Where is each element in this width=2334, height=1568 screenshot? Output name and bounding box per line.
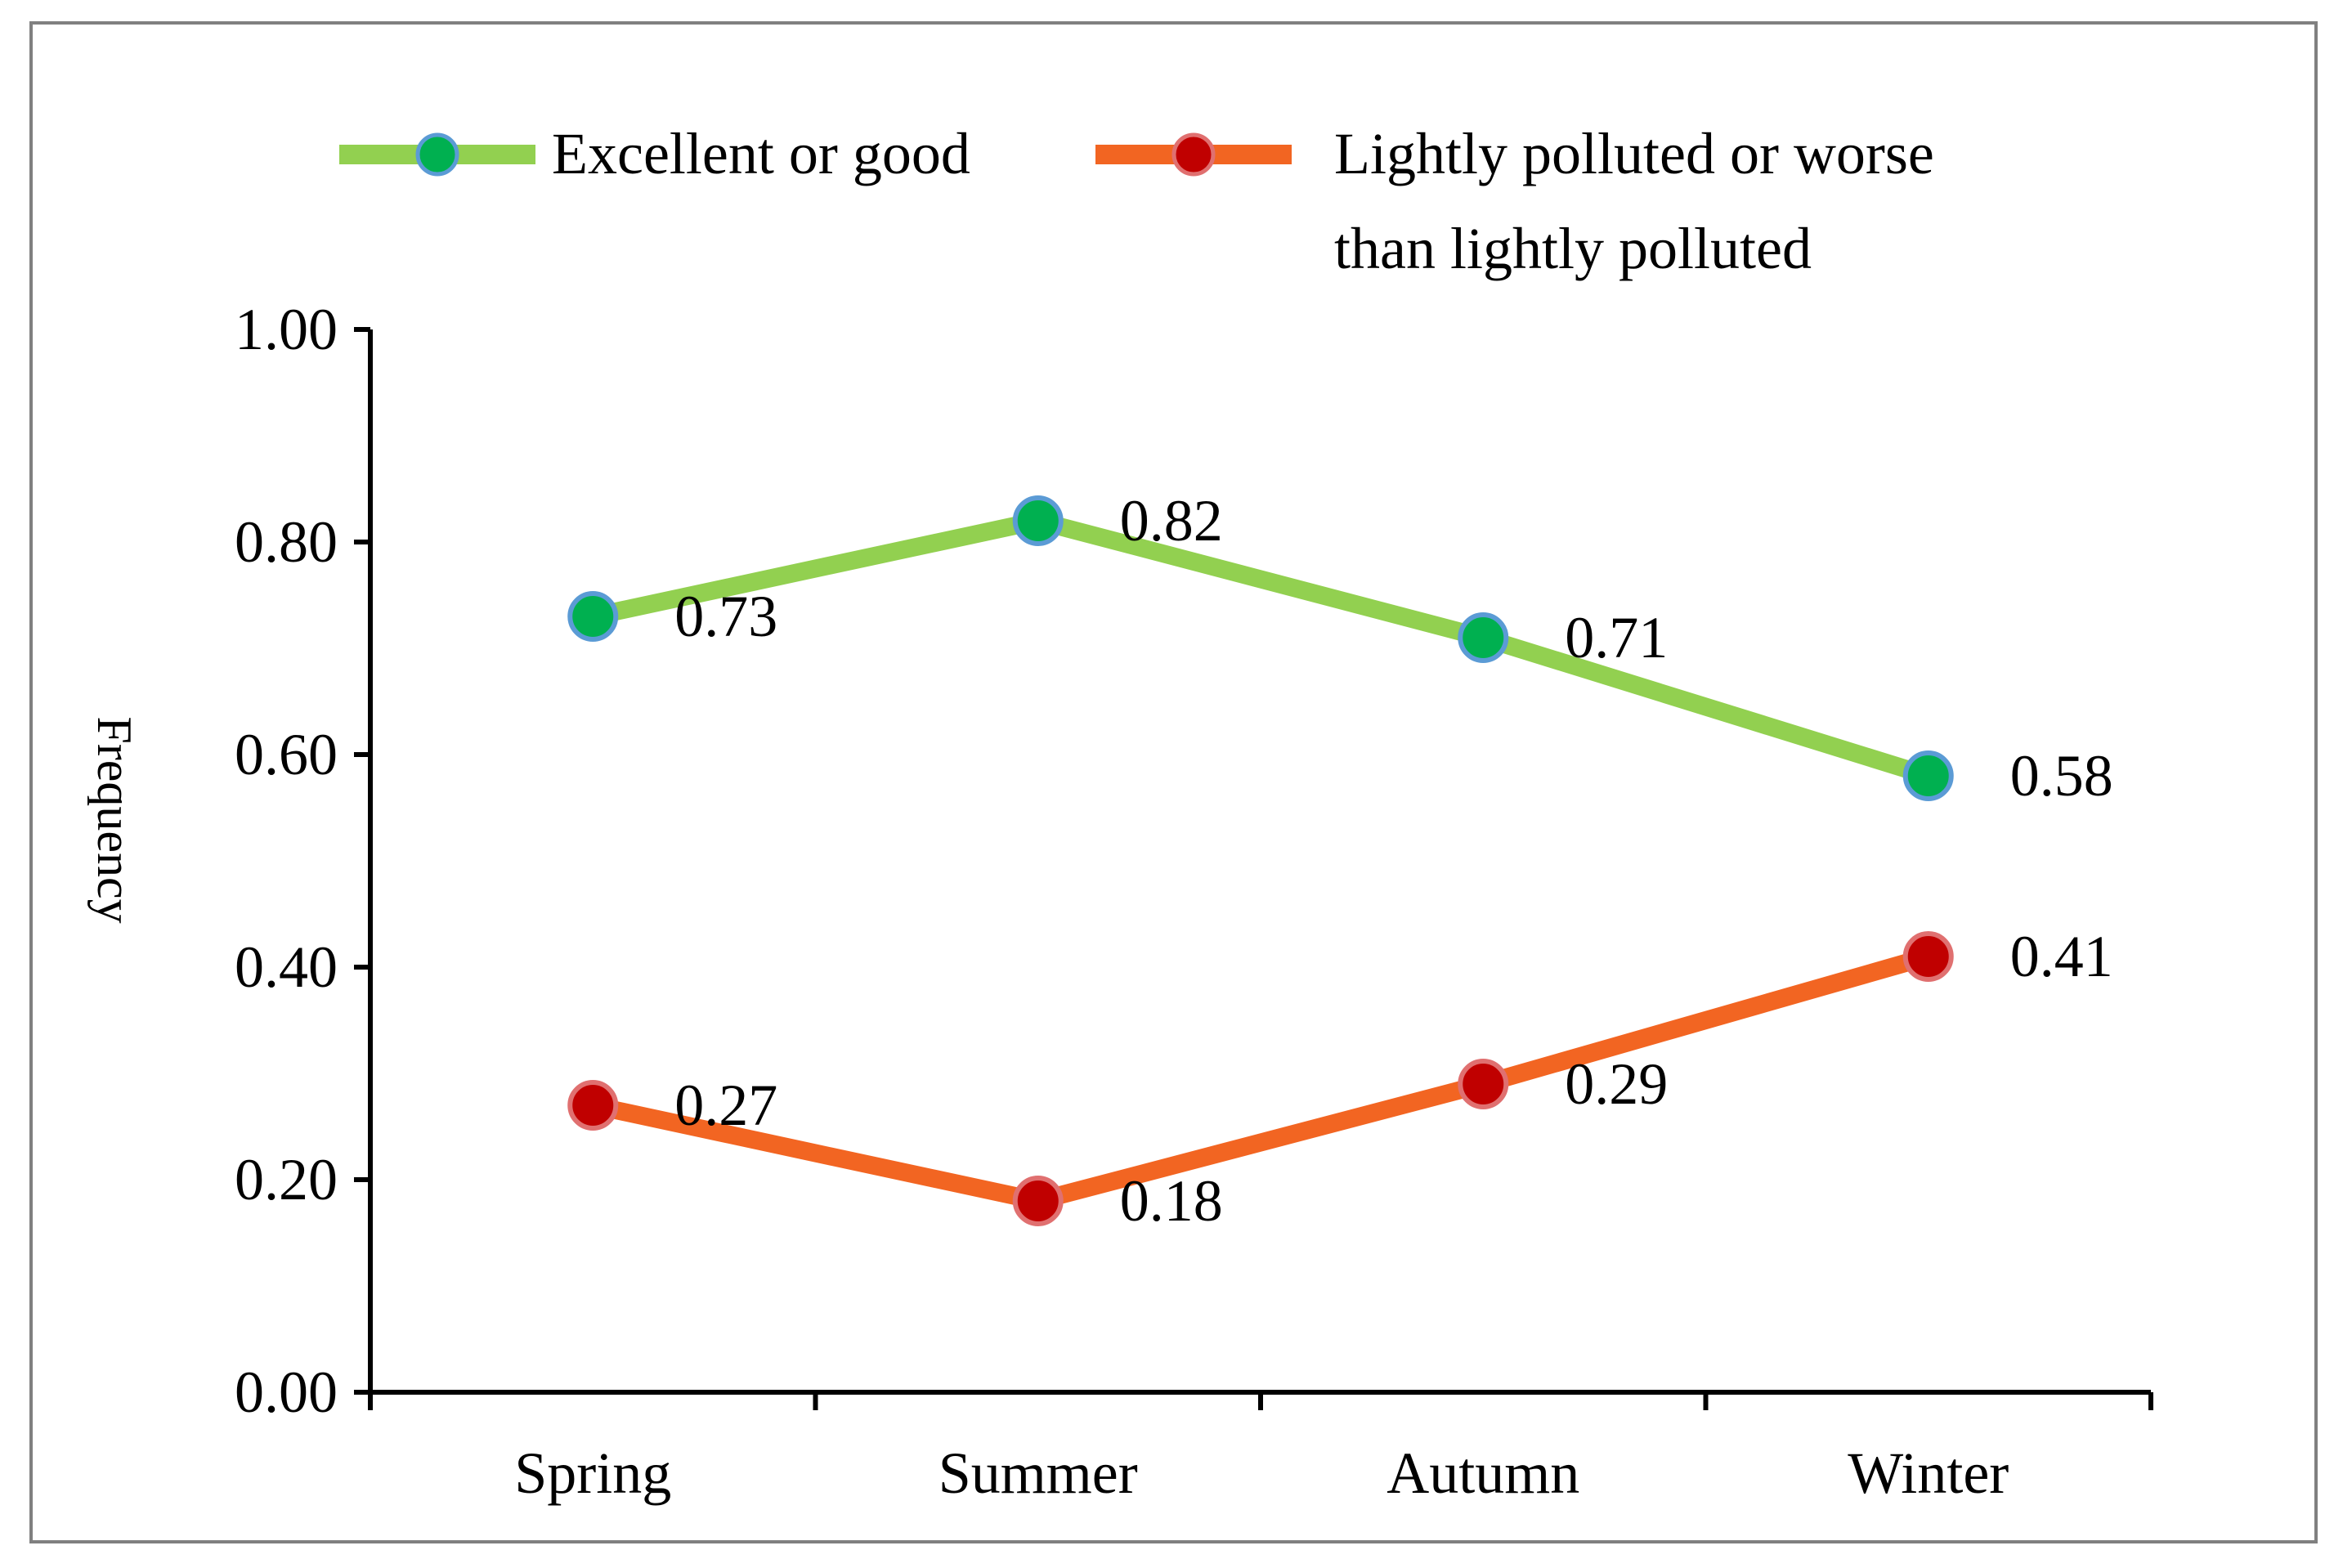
series-1-point (1012, 495, 1064, 546)
y-tick-label: 0.60 (235, 722, 338, 787)
series-1-data-label: 0.82 (1120, 488, 1223, 553)
y-tick-label: 0.20 (235, 1147, 338, 1212)
y-tick-label: 1.00 (235, 297, 338, 362)
x-tick-label: Winter (1848, 1440, 2009, 1506)
legend-label-2-line-1: Lightly polluted or worse (1334, 121, 1934, 186)
x-tick-label: Spring (514, 1440, 671, 1506)
series-1-data-label: 0.71 (1565, 605, 1668, 670)
data-labels: 0.73 0.82 0.71 0.58 0.27 0.18 0.29 0.41 (674, 488, 2113, 1234)
y-tick-label: 0.80 (235, 509, 338, 575)
y-axis-title: Frequency (87, 716, 141, 923)
series-2-point (567, 1080, 619, 1131)
x-tick-label: Summer (939, 1440, 1138, 1506)
series-2-point (1902, 931, 1954, 982)
x-tick-label: Autumn (1387, 1440, 1579, 1506)
chart-frame (29, 21, 2318, 1543)
series-2-data-label: 0.18 (1120, 1168, 1223, 1234)
legend-swatch-marker-2 (1171, 132, 1216, 177)
series-1-data-label: 0.73 (674, 584, 777, 649)
series-1-point (1902, 750, 1954, 801)
series-lines (590, 512, 1932, 1210)
legend-label-2-line-2: than lightly polluted (1334, 216, 1812, 281)
y-tick-label: 0.00 (235, 1360, 338, 1425)
y-tick-label: 0.40 (235, 934, 338, 1000)
series-1-point (567, 591, 619, 642)
legend-swatch-marker-1 (415, 132, 459, 177)
series-line-2 (590, 948, 1931, 1210)
series-line-1 (590, 512, 1932, 785)
series-2-point (1458, 1059, 1509, 1109)
series-2-data-label: 0.27 (674, 1073, 777, 1138)
series-markers (567, 495, 1954, 1226)
legend: Excellent or good Lightly polluted or wo… (339, 121, 1934, 281)
series-1-point (1458, 612, 1509, 663)
legend-label-1-line-1: Excellent or good (552, 121, 970, 186)
axis-ticks: 0.00 0.20 0.40 0.60 0.80 1.00 Spring Summer Autu… (235, 297, 2153, 1506)
series-2-point (1012, 1176, 1064, 1226)
series-1-data-label: 0.58 (2010, 743, 2113, 809)
series-2-data-label: 0.41 (2010, 924, 2113, 989)
series-2-data-label: 0.29 (1565, 1051, 1668, 1117)
